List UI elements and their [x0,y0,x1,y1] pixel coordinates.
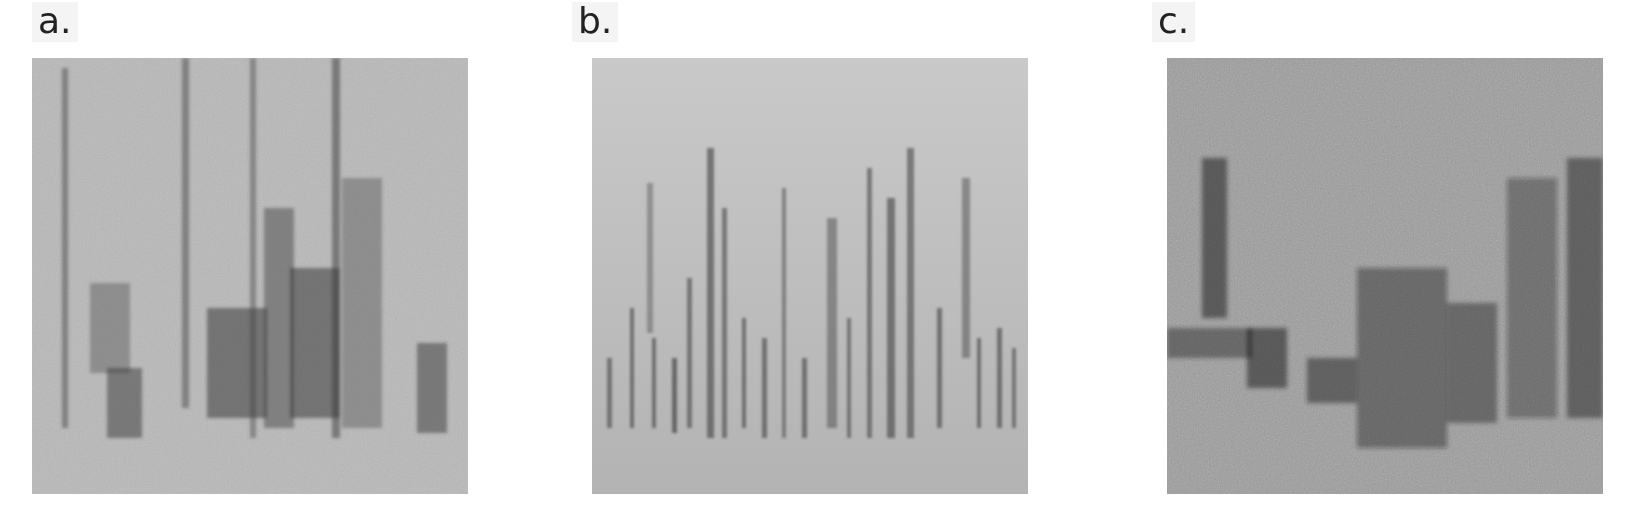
spectrogram-image-c [1167,58,1603,494]
panel-label-c: c. [1152,2,1196,42]
spectrogram-image-a [32,58,468,494]
spectrogram-image-b [592,58,1028,494]
panel-label-a: a. [32,2,78,42]
panel-label-b: b. [572,2,619,42]
